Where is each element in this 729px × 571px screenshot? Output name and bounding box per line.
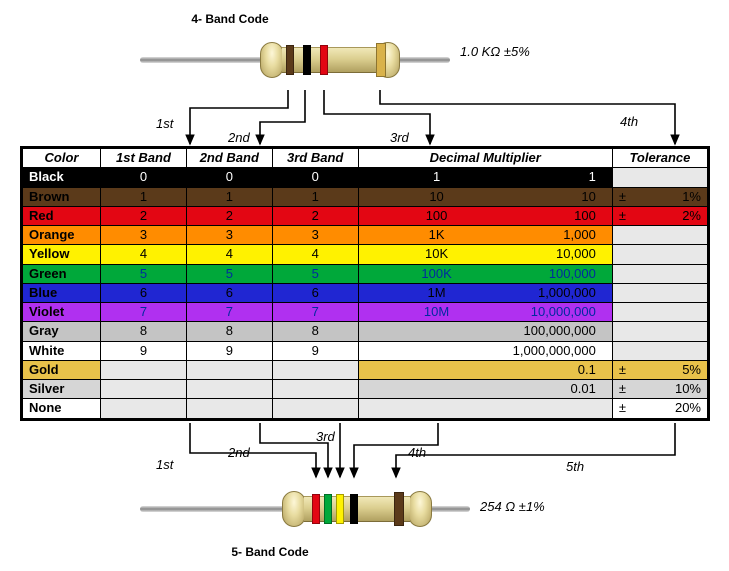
table-row: Orange3331K1,000 <box>22 226 709 245</box>
table-row: Silver0.01±10% <box>22 380 709 399</box>
five-band-callouts: 1st 2nd 3rd 4th 5th <box>20 421 710 479</box>
th-mult: Decimal Multiplier <box>358 148 612 168</box>
color-name: Orange <box>22 226 101 245</box>
table-row: White9991,000,000,000 <box>22 341 709 360</box>
color-name: Gold <box>22 360 101 379</box>
band5-5 <box>394 492 404 526</box>
band4-4 <box>376 43 386 77</box>
table-row: Brown1111010±1% <box>22 187 709 206</box>
band4-1 <box>286 45 294 75</box>
color-name: Violet <box>22 303 101 322</box>
color-name: White <box>22 341 101 360</box>
band5-2 <box>324 494 332 524</box>
callout-5-1: 1st <box>156 457 173 472</box>
table-row: Blue6661M1,000,000 <box>22 283 709 302</box>
table-row: Green555100K100,000 <box>22 264 709 283</box>
four-band-title: 4- Band Code <box>170 12 290 26</box>
callout-4-3: 3rd <box>390 130 409 145</box>
five-band-resistor: 254 Ω ±1% <box>20 479 710 539</box>
table-row: Red222100100±2% <box>22 206 709 225</box>
table-row: Violet77710M10,000,000 <box>22 303 709 322</box>
four-band-callouts: 1st 2nd 3rd 4th <box>20 90 710 146</box>
color-name: Yellow <box>22 245 101 264</box>
callout-4-4: 4th <box>620 114 638 129</box>
color-name: Green <box>22 264 101 283</box>
color-name: Red <box>22 206 101 225</box>
four-band-resistor: 1.0 KΩ ±5% <box>20 30 710 90</box>
color-name: Silver <box>22 380 101 399</box>
band5-3 <box>336 494 344 524</box>
table-row: Black00011 <box>22 168 709 187</box>
color-code-table: Color 1st Band 2nd Band 3rd Band Decimal… <box>20 146 710 421</box>
band4-3 <box>320 45 328 75</box>
table-row: Yellow44410K10,000 <box>22 245 709 264</box>
band5-1 <box>312 494 320 524</box>
callout-5-2: 2nd <box>228 445 250 460</box>
band4-2 <box>303 45 311 75</box>
callout-5-3: 3rd <box>316 429 335 444</box>
th-b3: 3rd Band <box>272 148 358 168</box>
callout-5-5: 5th <box>566 459 584 474</box>
four-band-value: 1.0 KΩ ±5% <box>460 44 530 59</box>
th-color: Color <box>22 148 101 168</box>
callout-4-2: 2nd <box>228 130 250 145</box>
table-row: None±20% <box>22 399 709 419</box>
color-name: Brown <box>22 187 101 206</box>
table-row: Gray888100,000,000 <box>22 322 709 341</box>
callout-5-4: 4th <box>408 445 426 460</box>
five-band-value: 254 Ω ±1% <box>480 499 545 514</box>
color-name: Gray <box>22 322 101 341</box>
th-b2: 2nd Band <box>186 148 272 168</box>
th-tol: Tolerance <box>612 148 708 168</box>
five-band-title: 5- Band Code <box>200 545 340 559</box>
band5-4 <box>350 494 358 524</box>
th-b1: 1st Band <box>101 148 187 168</box>
color-name: Blue <box>22 283 101 302</box>
color-name: None <box>22 399 101 419</box>
table-row: Gold0.1±5% <box>22 360 709 379</box>
callout-4-1: 1st <box>156 116 173 131</box>
color-name: Black <box>22 168 101 187</box>
